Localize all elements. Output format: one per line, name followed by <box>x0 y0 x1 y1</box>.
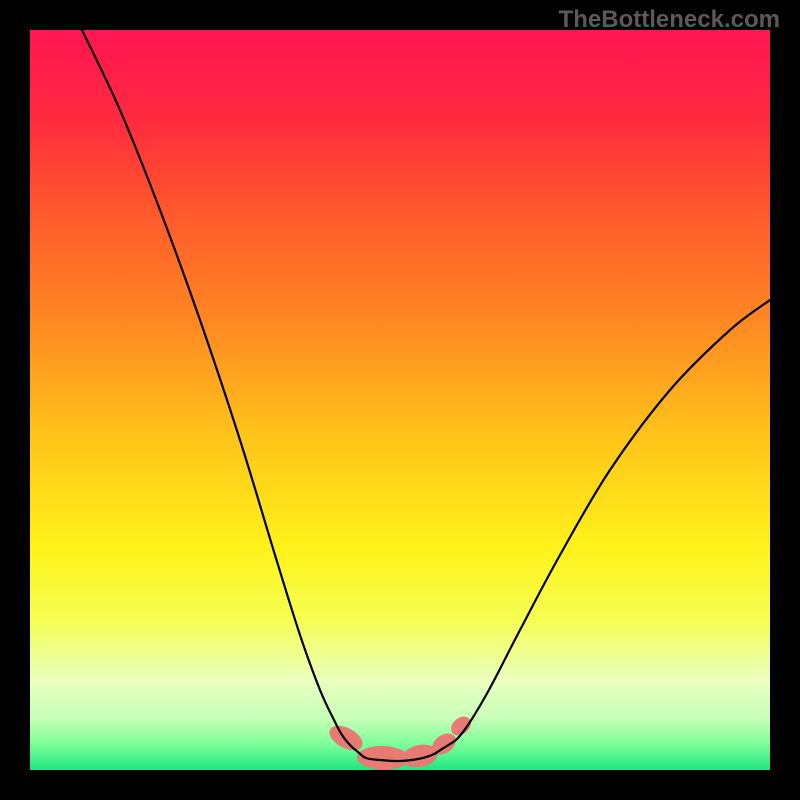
plot-area <box>30 30 770 770</box>
watermark-text: TheBottleneck.com <box>559 6 780 34</box>
chart-frame: TheBottleneck.com <box>0 0 800 800</box>
